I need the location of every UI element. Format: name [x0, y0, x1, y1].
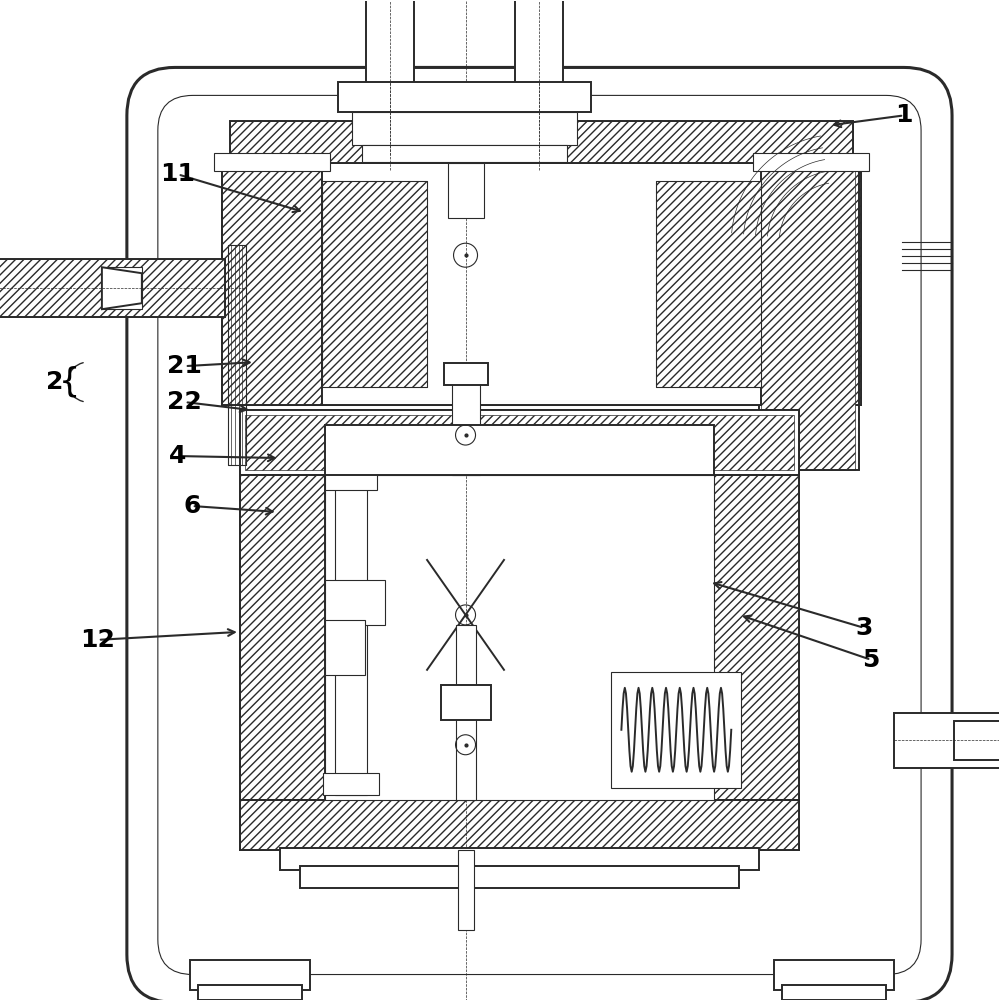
Bar [230, 121, 853, 163]
Bar [323, 773, 379, 795]
Bar [245, 415, 794, 470]
Bar [362, 145, 567, 162]
Bar [515, 0, 563, 155]
Bar [782, 985, 886, 1000]
Bar [228, 245, 246, 465]
Bar [761, 163, 855, 470]
Bar [300, 866, 739, 888]
Bar [0, 259, 225, 317]
Bar [338, 82, 591, 112]
Bar [753, 153, 869, 171]
Bar [352, 112, 577, 145]
Bar [325, 472, 377, 490]
Text: 4: 4 [169, 444, 187, 468]
Bar [214, 153, 330, 171]
Bar [325, 475, 714, 800]
Bar [240, 410, 799, 475]
Bar [102, 267, 142, 309]
Bar [325, 580, 385, 625]
Bar [240, 800, 799, 850]
Bar [322, 181, 427, 387]
Bar [222, 163, 322, 405]
Bar [322, 163, 761, 405]
Text: 6: 6 [183, 494, 201, 518]
FancyBboxPatch shape [158, 95, 921, 975]
FancyBboxPatch shape [127, 67, 952, 1000]
Text: 3: 3 [855, 616, 873, 640]
Bar [448, 163, 484, 218]
Bar [325, 620, 365, 675]
Bar [761, 163, 861, 405]
Bar [444, 363, 488, 385]
Text: 11: 11 [160, 162, 196, 186]
Polygon shape [102, 267, 142, 309]
Bar [0, 259, 225, 317]
Bar [240, 475, 325, 800]
Bar [280, 848, 759, 870]
Bar [240, 410, 799, 850]
Bar [759, 163, 859, 470]
Text: 2: 2 [46, 370, 64, 394]
Bar [954, 721, 999, 760]
Bar [714, 475, 799, 800]
Bar [222, 163, 322, 405]
Bar [240, 475, 325, 800]
Text: 22: 22 [168, 390, 202, 414]
Text: 1: 1 [895, 103, 913, 127]
Bar [456, 625, 476, 800]
Bar [335, 480, 367, 795]
Bar [714, 475, 799, 800]
Text: 12: 12 [81, 628, 115, 652]
Bar [761, 163, 861, 405]
Text: {: { [59, 366, 81, 399]
Bar [656, 181, 761, 387]
Bar [366, 0, 414, 155]
Bar [656, 181, 761, 387]
Bar [458, 850, 474, 930]
Bar [198, 985, 302, 1000]
Bar [230, 121, 853, 163]
Bar [322, 181, 427, 387]
Bar [240, 800, 799, 850]
Bar [611, 672, 741, 788]
Text: 21: 21 [168, 354, 202, 378]
Bar [452, 370, 480, 475]
Text: 5: 5 [862, 648, 880, 672]
Bar [774, 960, 894, 990]
Bar [441, 685, 491, 720]
Bar [325, 425, 714, 475]
Bar [894, 713, 999, 768]
Bar [222, 163, 861, 405]
Bar [190, 960, 310, 990]
